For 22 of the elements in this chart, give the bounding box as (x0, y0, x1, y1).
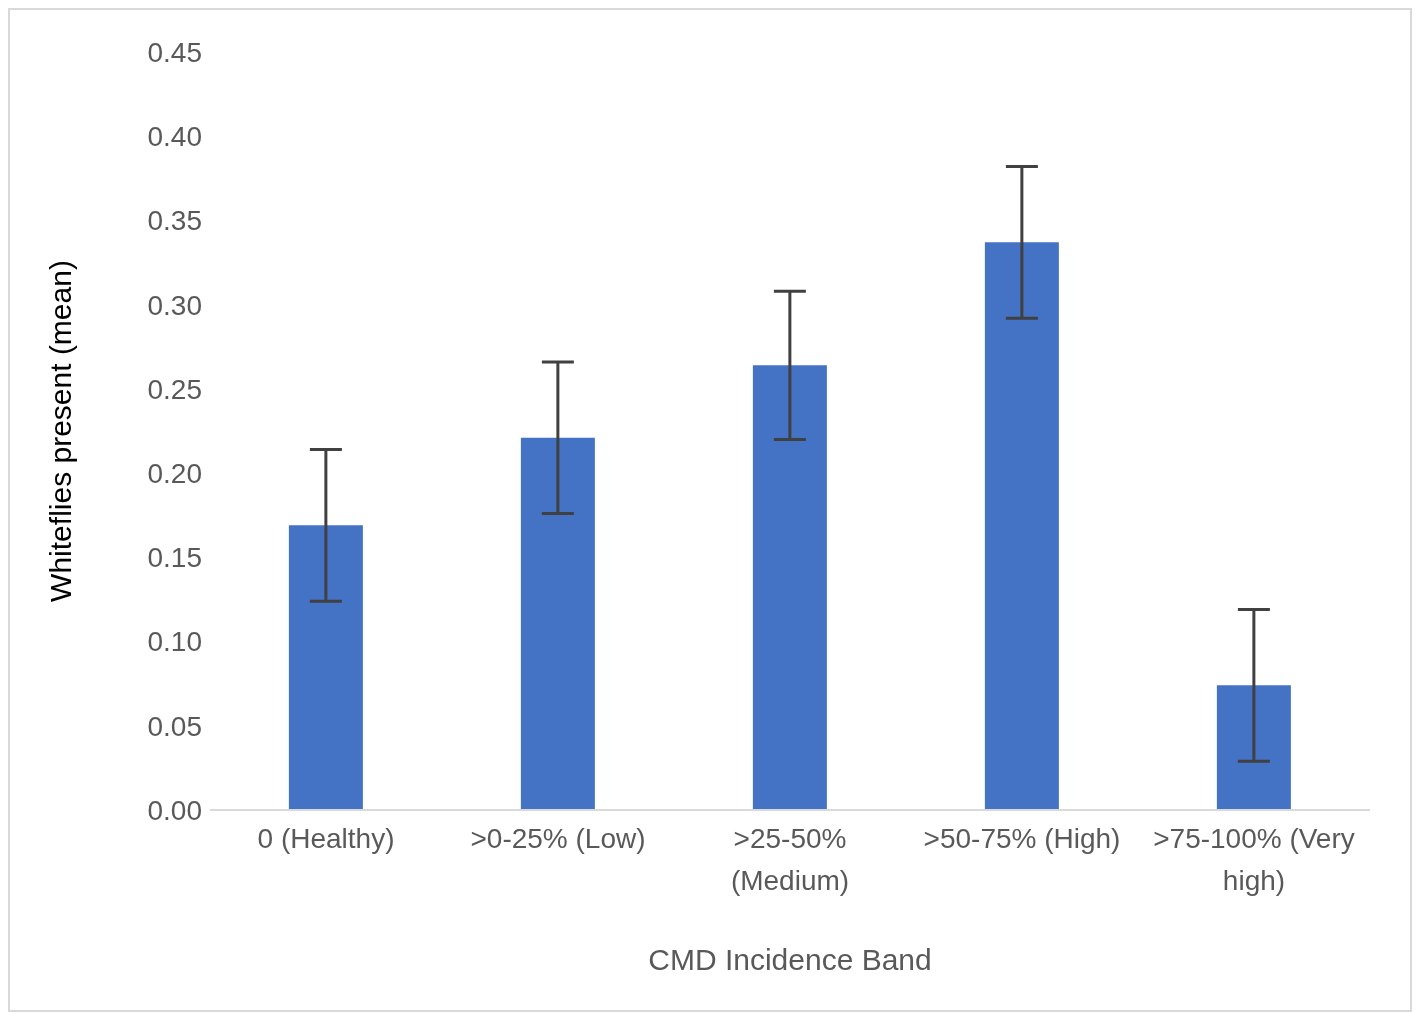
bar (520, 437, 595, 810)
x-tick-label: >50-75% (High) (923, 823, 1121, 854)
x-tick-label: >25-50% (Medium) (730, 823, 850, 896)
y-tick-label: 0.25 (147, 373, 202, 405)
bar (1216, 685, 1291, 810)
y-tick-label: 0.00 (147, 794, 202, 826)
y-tick-label: 0.45 (147, 36, 202, 68)
y-tick-label: 0.35 (147, 205, 202, 237)
y-tick-label: 0.05 (147, 710, 202, 742)
bar (984, 242, 1059, 810)
y-tick-label: 0.10 (147, 626, 202, 658)
bar (752, 365, 827, 810)
y-tick-label: 0.30 (147, 289, 202, 321)
y-axis-title: Whiteflies present (mean) (43, 260, 77, 602)
y-tick-label: 0.40 (147, 121, 202, 153)
x-tick-label: >75-100% (Very high) (1153, 823, 1355, 896)
y-tick-label: 0.15 (147, 542, 202, 574)
y-tick-label: 0.20 (147, 458, 202, 490)
bar (288, 525, 363, 810)
x-axis-title: CMD Incidence Band (648, 943, 932, 976)
x-tick-label: 0 (Healthy) (257, 823, 395, 854)
x-tick-label: >0-25% (Low) (470, 823, 646, 854)
